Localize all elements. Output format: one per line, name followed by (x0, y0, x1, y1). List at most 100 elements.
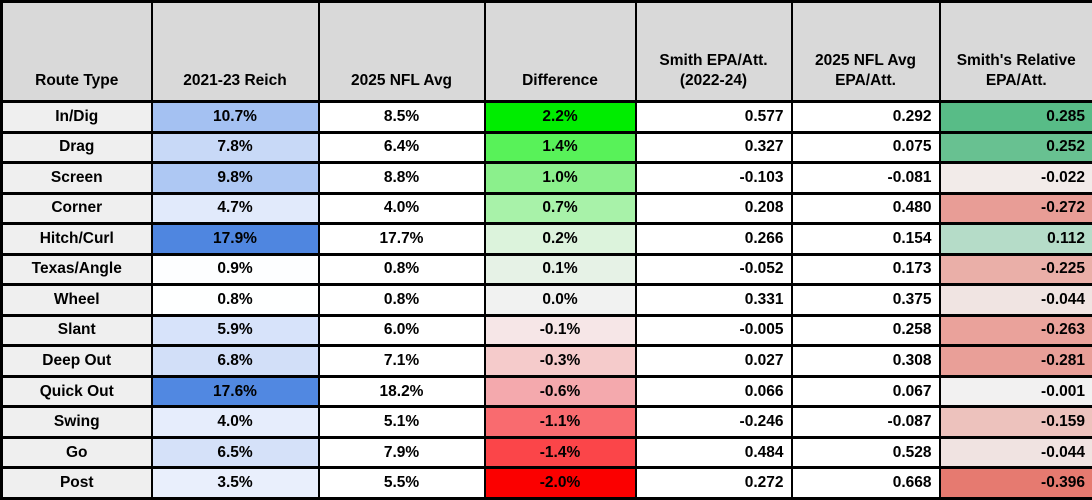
difference-cell: -0.3% (483, 344, 637, 378)
difference-cell: 2.2% (483, 100, 637, 134)
col-header-smith-epa: Smith EPA/Att. (2022-24) (634, 0, 793, 103)
smith-epa-cell: 0.484 (634, 435, 793, 470)
col-header-nfl-avg-share: 2025 NFL Avg (317, 0, 486, 103)
reich-share-cell: 7.8% (150, 130, 320, 165)
smith-epa-cell: 0.577 (634, 100, 793, 134)
relative-epa-cell: -0.281 (938, 344, 1092, 378)
nfl-avg-share-cell: 18.2% (317, 374, 486, 409)
reich-share-cell: 9.8% (150, 161, 320, 195)
difference-cell: -1.1% (483, 405, 637, 439)
relative-epa-cell: -0.263 (938, 313, 1092, 348)
table-row: Slant 5.9% 6.0% -0.1% -0.005 0.258 -0.26… (0, 313, 1092, 348)
col-header-reich-share: 2021-23 Reich (150, 0, 320, 103)
table-row: Drag 7.8% 6.4% 1.4% 0.327 0.075 0.252 (0, 130, 1092, 165)
difference-cell: -1.4% (483, 435, 637, 470)
nfl-avg-share-cell: 7.9% (317, 435, 486, 470)
nfl-avg-epa-cell: 0.075 (790, 130, 941, 165)
reich-share-cell: 6.5% (150, 435, 320, 470)
nfl-avg-share-cell: 4.0% (317, 191, 486, 226)
nfl-avg-epa-cell: 0.480 (790, 191, 941, 226)
smith-epa-cell: 0.266 (634, 222, 793, 256)
relative-epa-cell: -0.001 (938, 374, 1092, 409)
nfl-avg-share-cell: 6.4% (317, 130, 486, 165)
difference-cell: 0.1% (483, 252, 637, 287)
route-type-cell: Corner (0, 191, 153, 226)
reich-share-cell: 4.7% (150, 191, 320, 226)
route-type-cell: Texas/Angle (0, 252, 153, 287)
nfl-avg-epa-cell: 0.308 (790, 344, 941, 378)
table-row: In/Dig 10.7% 8.5% 2.2% 0.577 0.292 0.285 (0, 100, 1092, 134)
nfl-avg-epa-cell: -0.081 (790, 161, 941, 195)
nfl-avg-share-cell: 7.1% (317, 344, 486, 378)
reich-share-cell: 6.8% (150, 344, 320, 378)
relative-epa-cell: -0.022 (938, 161, 1092, 195)
route-type-cell: Hitch/Curl (0, 222, 153, 256)
nfl-avg-epa-cell: 0.258 (790, 313, 941, 348)
nfl-avg-epa-cell: 0.067 (790, 374, 941, 409)
reich-share-cell: 0.8% (150, 283, 320, 317)
relative-epa-cell: -0.159 (938, 405, 1092, 439)
table-row: Corner 4.7% 4.0% 0.7% 0.208 0.480 -0.272 (0, 191, 1092, 226)
route-type-cell: Deep Out (0, 344, 153, 378)
difference-cell: -0.1% (483, 313, 637, 348)
smith-epa-cell: -0.103 (634, 161, 793, 195)
route-type-cell: Screen (0, 161, 153, 195)
relative-epa-cell: -0.044 (938, 283, 1092, 317)
smith-epa-cell: 0.066 (634, 374, 793, 409)
nfl-avg-share-cell: 5.5% (317, 466, 486, 500)
nfl-avg-epa-cell: -0.087 (790, 405, 941, 439)
col-header-nfl-avg-epa: 2025 NFL Avg EPA/Att. (790, 0, 941, 103)
reich-share-cell: 17.6% (150, 374, 320, 409)
table-row: Deep Out 6.8% 7.1% -0.3% 0.027 0.308 -0.… (0, 344, 1092, 378)
route-type-cell: In/Dig (0, 100, 153, 134)
relative-epa-cell: 0.285 (938, 100, 1092, 134)
smith-epa-cell: -0.246 (634, 405, 793, 439)
table-row: Screen 9.8% 8.8% 1.0% -0.103 -0.081 -0.0… (0, 161, 1092, 195)
nfl-avg-share-cell: 8.8% (317, 161, 486, 195)
nfl-avg-epa-cell: 0.154 (790, 222, 941, 256)
route-type-cell: Slant (0, 313, 153, 348)
smith-epa-cell: -0.052 (634, 252, 793, 287)
nfl-avg-share-cell: 8.5% (317, 100, 486, 134)
difference-cell: -0.6% (483, 374, 637, 409)
nfl-avg-share-cell: 17.7% (317, 222, 486, 256)
smith-epa-cell: -0.005 (634, 313, 793, 348)
difference-cell: 0.2% (483, 222, 637, 256)
table-row: Wheel 0.8% 0.8% 0.0% 0.331 0.375 -0.044 (0, 283, 1092, 317)
reich-share-cell: 17.9% (150, 222, 320, 256)
table-row: Texas/Angle 0.9% 0.8% 0.1% -0.052 0.173 … (0, 252, 1092, 287)
nfl-avg-epa-cell: 0.292 (790, 100, 941, 134)
table-row: Swing 4.0% 5.1% -1.1% -0.246 -0.087 -0.1… (0, 405, 1092, 439)
relative-epa-cell: -0.272 (938, 191, 1092, 226)
nfl-avg-epa-cell: 0.375 (790, 283, 941, 317)
smith-epa-cell: 0.208 (634, 191, 793, 226)
reich-share-cell: 0.9% (150, 252, 320, 287)
smith-epa-cell: 0.327 (634, 130, 793, 165)
nfl-avg-share-cell: 5.1% (317, 405, 486, 439)
relative-epa-cell: -0.396 (938, 466, 1092, 500)
smith-epa-cell: 0.331 (634, 283, 793, 317)
nfl-avg-share-cell: 0.8% (317, 252, 486, 287)
smith-epa-cell: 0.272 (634, 466, 793, 500)
reich-share-cell: 5.9% (150, 313, 320, 348)
route-type-cell: Drag (0, 130, 153, 165)
difference-cell: 1.0% (483, 161, 637, 195)
col-header-route-type: Route Type (0, 0, 153, 103)
table-row: Go 6.5% 7.9% -1.4% 0.484 0.528 -0.044 (0, 435, 1092, 470)
nfl-avg-share-cell: 0.8% (317, 283, 486, 317)
smith-epa-cell: 0.027 (634, 344, 793, 378)
route-type-cell: Quick Out (0, 374, 153, 409)
table-row: Quick Out 17.6% 18.2% -0.6% 0.066 0.067 … (0, 374, 1092, 409)
table-row: Post 3.5% 5.5% -2.0% 0.272 0.668 -0.396 (0, 466, 1092, 500)
difference-cell: 1.4% (483, 130, 637, 165)
nfl-avg-epa-cell: 0.173 (790, 252, 941, 287)
reich-share-cell: 4.0% (150, 405, 320, 439)
route-type-cell: Wheel (0, 283, 153, 317)
relative-epa-cell: 0.112 (938, 222, 1092, 256)
nfl-avg-epa-cell: 0.668 (790, 466, 941, 500)
difference-cell: 0.0% (483, 283, 637, 317)
route-type-cell: Swing (0, 405, 153, 439)
col-header-relative-epa: Smith's Relative EPA/Att. (938, 0, 1092, 103)
